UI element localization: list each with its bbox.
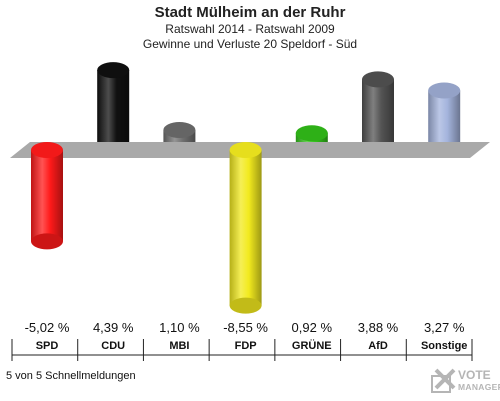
category-label-cdu: CDU [101, 340, 125, 352]
value-label-fdp: -8,55 % [223, 320, 268, 335]
value-label-mbi: 1,10 % [159, 320, 200, 335]
chart-subtitle-2: Gewinne und Verluste 20 Speldorf - Süd [142, 37, 358, 51]
logo-line-1: VOTE [458, 368, 491, 382]
title-block: Stadt Mülheim an der Ruhr Ratswahl 2014 … [0, 4, 500, 52]
footer-status: 5 von 5 Schnellmeldungen [6, 370, 136, 382]
value-label-cdu: 4,39 % [93, 320, 134, 335]
logo-line-2: MANAGER [458, 382, 500, 392]
value-label-spd: -5,02 % [25, 320, 70, 335]
ballot-cross-icon [431, 368, 456, 393]
value-label-afd: 3,88 % [358, 320, 399, 335]
category-label-mbi: MBI [169, 340, 189, 352]
chart-subtitle: Ratswahl 2014 - Ratswahl 2009 [165, 22, 335, 36]
category-label-sonstige: Sonstige [421, 340, 467, 352]
value-label-sonstige: 3,27 % [424, 320, 465, 335]
chart-title: Stadt Mülheim an der Ruhr [154, 4, 346, 21]
category-label-afd: AfD [368, 340, 388, 352]
category-label-grüne: GRÜNE [292, 339, 332, 352]
category-label-spd: SPD [36, 340, 59, 352]
bar-spd [31, 142, 63, 250]
bar-fdp [229, 142, 262, 314]
vote-manager-logo: VOTE MANAGER [428, 366, 500, 398]
value-label-grüne: 0,92 % [292, 320, 333, 335]
category-label-fdp: FDP [235, 340, 257, 352]
